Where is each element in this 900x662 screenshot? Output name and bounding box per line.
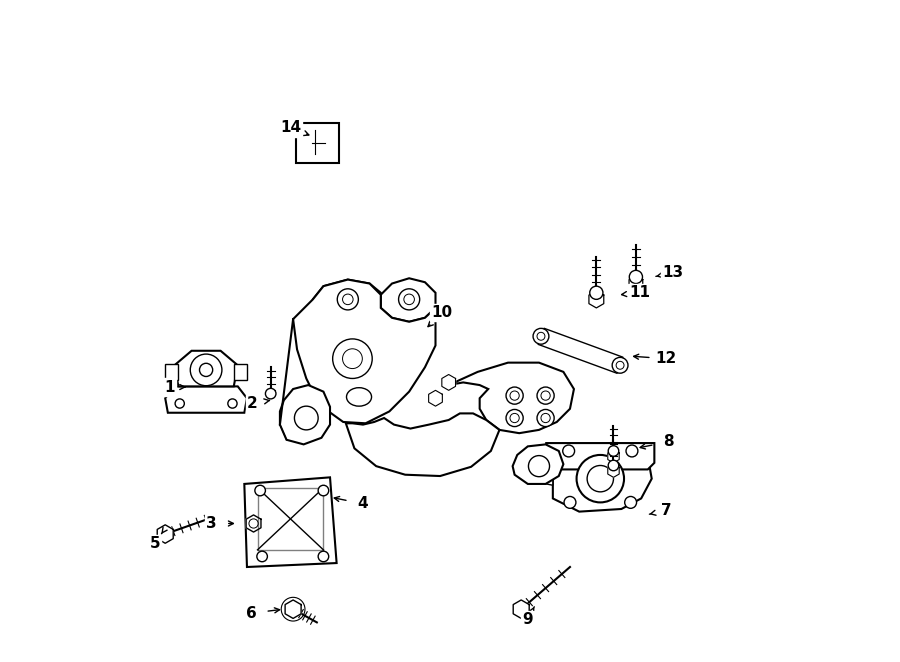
Circle shape xyxy=(533,328,549,344)
Circle shape xyxy=(577,455,624,502)
Circle shape xyxy=(266,389,276,399)
Circle shape xyxy=(506,410,523,426)
Polygon shape xyxy=(442,375,455,391)
Polygon shape xyxy=(285,600,302,618)
Circle shape xyxy=(587,465,614,492)
Circle shape xyxy=(200,363,212,377)
Circle shape xyxy=(590,286,603,299)
Text: 7: 7 xyxy=(661,503,671,518)
Text: 12: 12 xyxy=(655,351,677,366)
Ellipse shape xyxy=(346,388,372,406)
Text: 10: 10 xyxy=(431,305,453,320)
Polygon shape xyxy=(246,515,261,532)
Circle shape xyxy=(564,496,576,508)
Polygon shape xyxy=(244,477,337,567)
Polygon shape xyxy=(293,279,436,423)
Circle shape xyxy=(255,485,266,496)
Circle shape xyxy=(256,551,267,562)
Circle shape xyxy=(190,354,222,386)
Circle shape xyxy=(333,339,373,379)
Circle shape xyxy=(562,445,574,457)
Polygon shape xyxy=(540,464,553,485)
Text: 13: 13 xyxy=(662,265,683,281)
Circle shape xyxy=(228,399,237,408)
Text: 9: 9 xyxy=(523,612,533,627)
Circle shape xyxy=(319,485,328,496)
Polygon shape xyxy=(234,364,247,380)
Polygon shape xyxy=(513,600,529,618)
Circle shape xyxy=(294,406,319,430)
Polygon shape xyxy=(553,443,652,512)
Circle shape xyxy=(612,357,628,373)
Polygon shape xyxy=(513,444,563,484)
Text: 8: 8 xyxy=(663,434,674,449)
Text: 2: 2 xyxy=(247,396,257,411)
Polygon shape xyxy=(538,328,623,373)
Polygon shape xyxy=(166,364,178,380)
Text: 6: 6 xyxy=(246,606,256,621)
Polygon shape xyxy=(166,387,247,412)
Circle shape xyxy=(625,496,636,508)
Text: 5: 5 xyxy=(149,536,160,551)
Circle shape xyxy=(319,551,328,562)
Polygon shape xyxy=(428,391,442,406)
Circle shape xyxy=(608,460,619,471)
Circle shape xyxy=(626,445,638,457)
Circle shape xyxy=(537,387,554,404)
Polygon shape xyxy=(449,363,574,433)
Text: 14: 14 xyxy=(280,120,301,136)
FancyBboxPatch shape xyxy=(296,122,338,163)
Polygon shape xyxy=(608,449,619,463)
Polygon shape xyxy=(313,279,381,321)
Text: 11: 11 xyxy=(629,285,651,301)
Circle shape xyxy=(629,270,643,283)
Polygon shape xyxy=(175,351,238,387)
Circle shape xyxy=(176,399,184,408)
Circle shape xyxy=(608,446,619,456)
Polygon shape xyxy=(280,385,330,444)
Text: 4: 4 xyxy=(357,496,368,511)
Circle shape xyxy=(338,289,358,310)
Circle shape xyxy=(528,455,550,477)
Polygon shape xyxy=(158,525,173,544)
Text: 1: 1 xyxy=(165,379,176,395)
Circle shape xyxy=(506,387,523,404)
Circle shape xyxy=(537,410,554,426)
Text: 3: 3 xyxy=(206,516,217,531)
Polygon shape xyxy=(629,275,643,291)
Polygon shape xyxy=(546,443,654,469)
Polygon shape xyxy=(346,413,500,476)
Polygon shape xyxy=(381,278,436,322)
Polygon shape xyxy=(589,291,604,308)
Circle shape xyxy=(399,289,419,310)
Polygon shape xyxy=(608,464,619,477)
